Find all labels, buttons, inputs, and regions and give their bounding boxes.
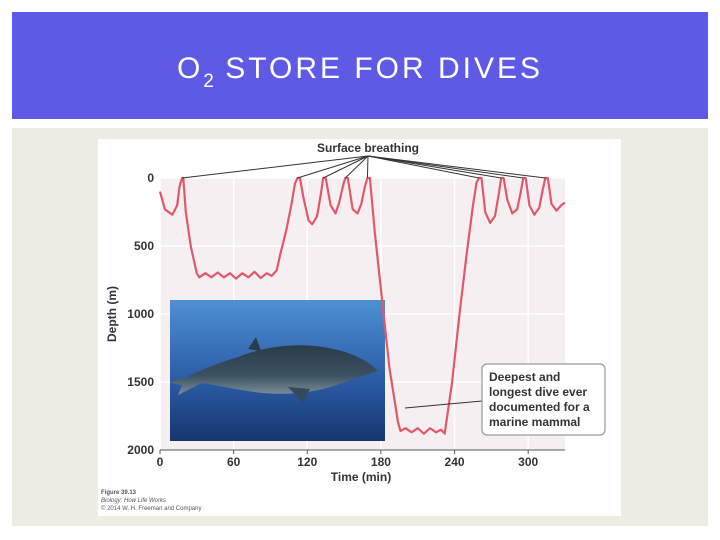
surface-breathing-pointer-line xyxy=(344,155,369,179)
deepest-dive-label-4: marine mammal xyxy=(489,415,580,429)
deepest-dive-label-2: longest dive ever xyxy=(489,385,587,399)
surface-breathing-pointers xyxy=(182,155,546,179)
deepest-dive-label-1: Deepest and xyxy=(489,370,560,384)
y-tick-label: 1500 xyxy=(127,375,154,389)
surface-breathing-pointer-line xyxy=(367,155,502,179)
x-tick-label: 60 xyxy=(227,455,241,469)
title-subscript: 2 xyxy=(203,71,214,92)
x-tick-label: 300 xyxy=(518,455,538,469)
slide-title: O2 STORE FOR DIVES xyxy=(12,52,708,92)
surface-breathing-pointer-line xyxy=(367,155,480,179)
surface-breathing-pointer-line xyxy=(323,155,369,179)
y-tick-label: 0 xyxy=(147,171,154,185)
x-tick-label: 120 xyxy=(297,455,317,469)
whale-photo xyxy=(170,300,385,441)
title-main-text: O xyxy=(176,52,204,85)
x-tick-label: 240 xyxy=(445,455,465,469)
slide-title-bar: O2 STORE FOR DIVES xyxy=(12,12,708,119)
surface-breathing-pointer-line xyxy=(297,155,369,179)
title-rest-text: STORE FOR DIVES xyxy=(213,52,544,85)
figure-caption-3: © 2014 W. H. Freeman and Company xyxy=(101,505,201,512)
surface-breathing-pointer-line xyxy=(367,155,546,179)
figure-caption-2: Biology: How Life Works xyxy=(101,498,166,504)
x-axis-title: Time (min) xyxy=(331,470,391,484)
y-axis-title: Depth (m) xyxy=(105,286,119,342)
surface-breathing-label: Surface breathing xyxy=(317,141,419,155)
y-tick-label: 2000 xyxy=(127,443,154,457)
deepest-dive-pointer xyxy=(404,400,483,409)
dive-depth-series-line xyxy=(158,176,566,435)
deepest-dive-callout-box xyxy=(481,363,606,436)
whale-silhouette xyxy=(170,345,378,395)
x-tick-label: 0 xyxy=(157,455,164,469)
x-tick-label: 180 xyxy=(371,455,391,469)
deepest-dive-label-3: documented for a xyxy=(489,400,590,414)
dive-figure: 0 500 1000 1500 2000 0 60 120 180 240 300 Surface … xyxy=(98,139,621,516)
y-tick-label: 500 xyxy=(134,239,154,253)
y-tick-label: 1000 xyxy=(127,307,154,321)
surface-breathing-pointer-line xyxy=(366,155,369,179)
figure-caption-1: Figure 39.13 xyxy=(101,490,137,496)
surface-breathing-pointer-line xyxy=(182,155,369,179)
